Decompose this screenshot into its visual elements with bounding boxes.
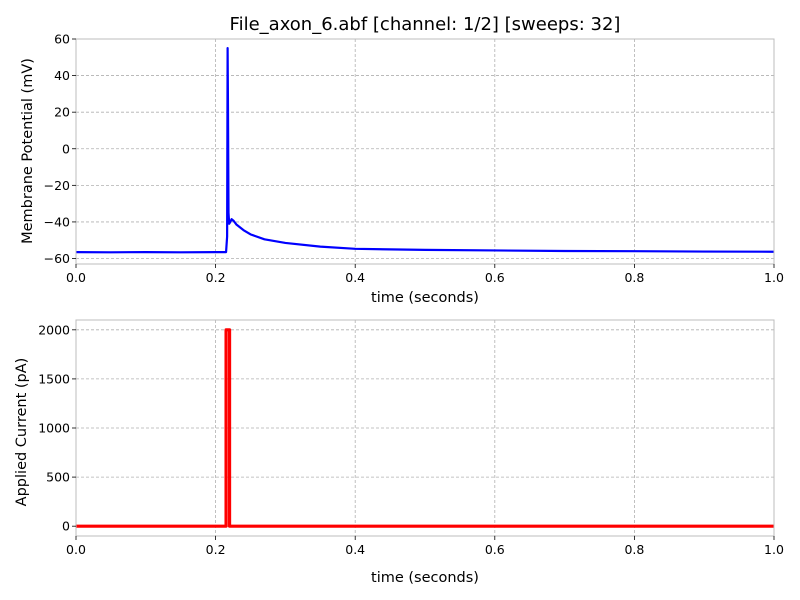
x-tick-label: 0.4 — [345, 270, 365, 285]
y-tick-label: 60 — [54, 32, 70, 47]
y-tick-label: −40 — [44, 214, 70, 229]
x-tick-label: 0.8 — [624, 542, 644, 557]
y-tick-label: 2000 — [38, 322, 70, 337]
y-tick-label: 0 — [62, 519, 70, 534]
plot-frame-top — [75, 38, 775, 265]
y-tick-label: −60 — [44, 251, 70, 266]
x-tick-label: 0.6 — [485, 542, 505, 557]
membrane-potential-panel: File_axon_6.abf [channel: 1/2] [sweeps: … — [20, 14, 784, 306]
x-axis-label-top: time (seconds) — [371, 290, 479, 306]
x-axis-label-bottom: time (seconds) — [371, 570, 479, 586]
x-tick-label: 0.2 — [206, 542, 226, 557]
x-tick-label: 0.2 — [206, 270, 226, 285]
chart-title: File_axon_6.abf [channel: 1/2] [sweeps: … — [230, 14, 621, 35]
y-axis-label-top: Membrane Potential (mV) — [20, 58, 36, 244]
y-tick-label: −20 — [44, 178, 70, 193]
applied-current-trace — [76, 328, 774, 528]
x-tick-label: 0.0 — [66, 270, 86, 285]
y-tick-label: 1500 — [38, 371, 70, 386]
x-tick-label: 0.6 — [485, 270, 505, 285]
y-axis-label-bottom: Applied Current (pA) — [14, 358, 30, 507]
y-tick-label: 40 — [54, 68, 70, 83]
y-tick-label: 20 — [54, 105, 70, 120]
x-tick-label: 0.8 — [624, 270, 644, 285]
x-tick-label: 1.0 — [764, 542, 784, 557]
plot-frame-bottom — [75, 319, 775, 537]
applied-current-panel: 0.0 0.2 0.4 0.6 0.8 1.0 2000 1500 1000 500 0 time … — [14, 319, 784, 586]
y-tick-label: 1000 — [38, 421, 70, 436]
x-tick-label: 0.4 — [345, 542, 365, 557]
y-tick-label: 500 — [46, 470, 70, 485]
y-tick-label: 0 — [62, 141, 70, 156]
x-tick-label: 1.0 — [764, 270, 784, 285]
x-tick-label: 0.0 — [66, 542, 86, 557]
membrane-potential-trace — [75, 47, 775, 254]
